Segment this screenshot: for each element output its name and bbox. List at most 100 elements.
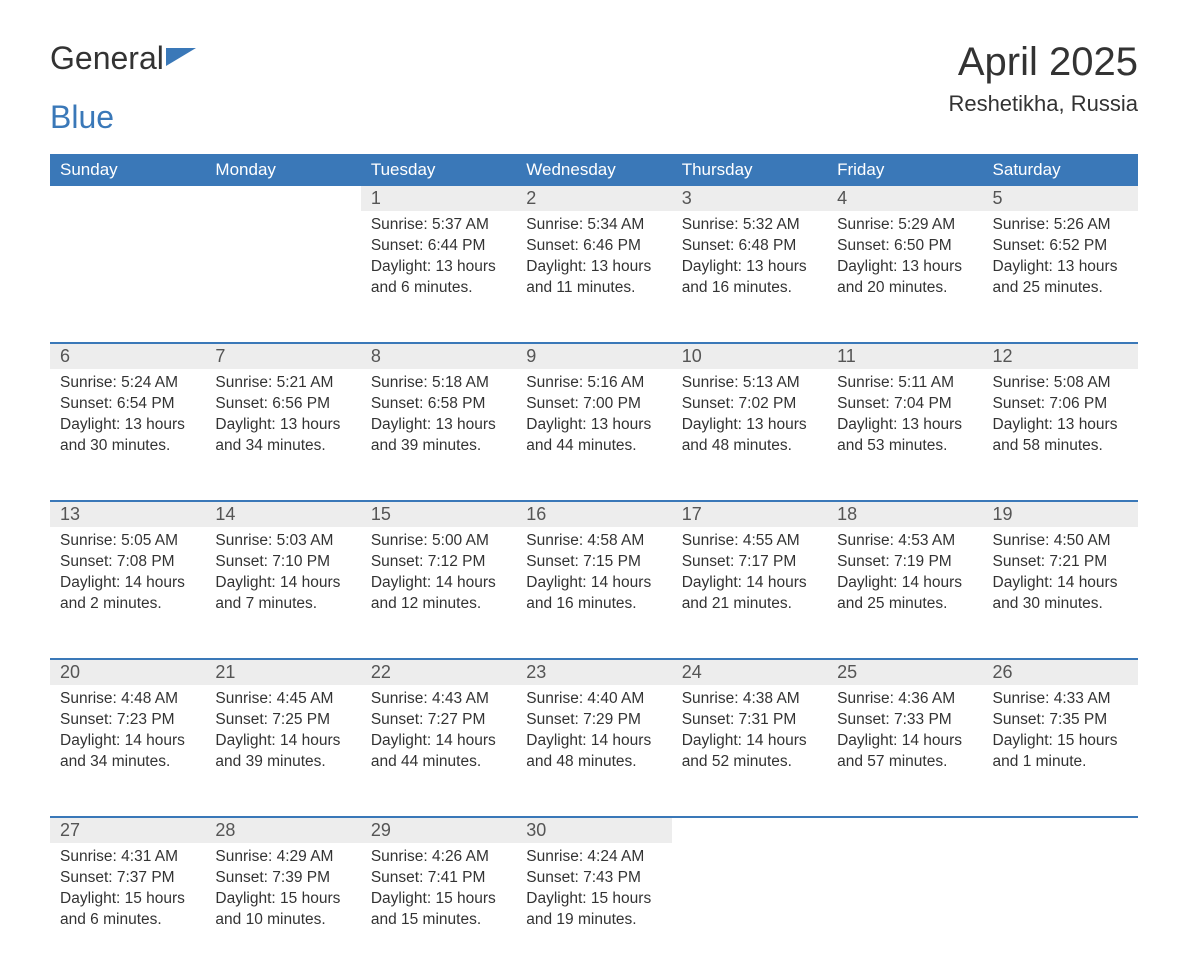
sunset-line: Sunset: 6:52 PM (993, 236, 1128, 257)
daylight-line: Daylight: 13 hours and 16 minutes. (682, 257, 817, 299)
day-content-cell: Sunrise: 5:18 AMSunset: 6:58 PMDaylight:… (361, 369, 516, 501)
day-content-cell (50, 211, 205, 343)
sunrise-line: Sunrise: 4:43 AM (371, 689, 506, 710)
daylight-line: Daylight: 14 hours and 25 minutes. (837, 573, 972, 615)
daylight-line: Daylight: 13 hours and 30 minutes. (60, 415, 195, 457)
daylight-line: Daylight: 13 hours and 44 minutes. (526, 415, 661, 457)
sunset-line: Sunset: 7:31 PM (682, 710, 817, 731)
day-number-cell: 23 (516, 659, 671, 685)
brand-logo: General (50, 40, 196, 77)
day-number-cell: 29 (361, 817, 516, 843)
day-number-cell: 6 (50, 343, 205, 369)
location-label: Reshetikha, Russia (948, 91, 1138, 117)
daylight-line: Daylight: 14 hours and 30 minutes. (993, 573, 1128, 615)
day-number-cell: 9 (516, 343, 671, 369)
day-number-cell (672, 817, 827, 843)
daylight-line: Daylight: 15 hours and 1 minute. (993, 731, 1128, 773)
sunrise-line: Sunrise: 5:05 AM (60, 531, 195, 552)
day-number-cell: 30 (516, 817, 671, 843)
day-number-cell: 2 (516, 186, 671, 211)
day-number-cell: 16 (516, 501, 671, 527)
daylight-line: Daylight: 14 hours and 21 minutes. (682, 573, 817, 615)
sunset-line: Sunset: 7:08 PM (60, 552, 195, 573)
daylight-line: Daylight: 14 hours and 44 minutes. (371, 731, 506, 773)
sunset-line: Sunset: 7:06 PM (993, 394, 1128, 415)
sunrise-line: Sunrise: 4:45 AM (215, 689, 350, 710)
daylight-line: Daylight: 13 hours and 34 minutes. (215, 415, 350, 457)
daylight-line: Daylight: 15 hours and 15 minutes. (371, 889, 506, 931)
day-content-cell: Sunrise: 5:11 AMSunset: 7:04 PMDaylight:… (827, 369, 982, 501)
sunrise-line: Sunrise: 4:58 AM (526, 531, 661, 552)
calendar-head: SundayMondayTuesdayWednesdayThursdayFrid… (50, 154, 1138, 186)
sunset-line: Sunset: 7:33 PM (837, 710, 972, 731)
daylight-line: Daylight: 14 hours and 48 minutes. (526, 731, 661, 773)
sunrise-line: Sunrise: 5:16 AM (526, 373, 661, 394)
sunset-line: Sunset: 6:54 PM (60, 394, 195, 415)
sunset-line: Sunset: 7:43 PM (526, 868, 661, 889)
day-content-cell: Sunrise: 4:58 AMSunset: 7:15 PMDaylight:… (516, 527, 671, 659)
day-number-cell: 11 (827, 343, 982, 369)
sunrise-line: Sunrise: 5:18 AM (371, 373, 506, 394)
day-number-cell: 22 (361, 659, 516, 685)
day-number-cell: 5 (983, 186, 1138, 211)
sunset-line: Sunset: 7:00 PM (526, 394, 661, 415)
sunset-line: Sunset: 7:10 PM (215, 552, 350, 573)
day-number-cell (50, 186, 205, 211)
sunrise-line: Sunrise: 5:08 AM (993, 373, 1128, 394)
day-header: Sunday (50, 154, 205, 186)
sunrise-line: Sunrise: 4:40 AM (526, 689, 661, 710)
day-content-cell: Sunrise: 5:26 AMSunset: 6:52 PMDaylight:… (983, 211, 1138, 343)
sunset-line: Sunset: 6:48 PM (682, 236, 817, 257)
sunset-line: Sunset: 6:50 PM (837, 236, 972, 257)
day-number-cell: 15 (361, 501, 516, 527)
day-header: Wednesday (516, 154, 671, 186)
day-header: Saturday (983, 154, 1138, 186)
daylight-line: Daylight: 14 hours and 7 minutes. (215, 573, 350, 615)
daylight-line: Daylight: 14 hours and 52 minutes. (682, 731, 817, 773)
sunrise-line: Sunrise: 4:48 AM (60, 689, 195, 710)
title-block: April 2025 Reshetikha, Russia (948, 40, 1138, 117)
day-number-cell: 28 (205, 817, 360, 843)
day-header: Tuesday (361, 154, 516, 186)
day-number-cell: 13 (50, 501, 205, 527)
day-content-cell: Sunrise: 4:55 AMSunset: 7:17 PMDaylight:… (672, 527, 827, 659)
day-number-cell (205, 186, 360, 211)
daylight-line: Daylight: 13 hours and 53 minutes. (837, 415, 972, 457)
sunrise-line: Sunrise: 5:24 AM (60, 373, 195, 394)
daylight-line: Daylight: 13 hours and 39 minutes. (371, 415, 506, 457)
day-number-cell: 4 (827, 186, 982, 211)
day-content-cell: Sunrise: 4:53 AMSunset: 7:19 PMDaylight:… (827, 527, 982, 659)
day-number-cell: 1 (361, 186, 516, 211)
day-number-cell: 20 (50, 659, 205, 685)
day-number-cell: 3 (672, 186, 827, 211)
day-number-cell: 21 (205, 659, 360, 685)
daylight-line: Daylight: 14 hours and 2 minutes. (60, 573, 195, 615)
day-number-cell: 14 (205, 501, 360, 527)
sunrise-line: Sunrise: 5:37 AM (371, 215, 506, 236)
daylight-line: Daylight: 13 hours and 58 minutes. (993, 415, 1128, 457)
daylight-line: Daylight: 14 hours and 57 minutes. (837, 731, 972, 773)
sunset-line: Sunset: 6:46 PM (526, 236, 661, 257)
sunset-line: Sunset: 7:02 PM (682, 394, 817, 415)
day-content-cell: Sunrise: 4:31 AMSunset: 7:37 PMDaylight:… (50, 843, 205, 975)
day-content-cell: Sunrise: 5:32 AMSunset: 6:48 PMDaylight:… (672, 211, 827, 343)
sunset-line: Sunset: 7:37 PM (60, 868, 195, 889)
logo-flag-icon (166, 48, 196, 66)
sunrise-line: Sunrise: 4:36 AM (837, 689, 972, 710)
logo-text-blue: Blue (50, 99, 114, 135)
sunrise-line: Sunrise: 5:00 AM (371, 531, 506, 552)
daylight-line: Daylight: 15 hours and 6 minutes. (60, 889, 195, 931)
day-header: Thursday (672, 154, 827, 186)
day-content-cell: Sunrise: 5:29 AMSunset: 6:50 PMDaylight:… (827, 211, 982, 343)
day-number-cell: 19 (983, 501, 1138, 527)
day-content-cell: Sunrise: 4:33 AMSunset: 7:35 PMDaylight:… (983, 685, 1138, 817)
sunset-line: Sunset: 6:58 PM (371, 394, 506, 415)
calendar-table: SundayMondayTuesdayWednesdayThursdayFrid… (50, 154, 1138, 975)
daylight-line: Daylight: 14 hours and 12 minutes. (371, 573, 506, 615)
day-number-cell: 26 (983, 659, 1138, 685)
day-content-cell: Sunrise: 5:03 AMSunset: 7:10 PMDaylight:… (205, 527, 360, 659)
day-number-cell: 12 (983, 343, 1138, 369)
day-number-cell: 25 (827, 659, 982, 685)
day-number-cell: 18 (827, 501, 982, 527)
calendar-body: 12345Sunrise: 5:37 AMSunset: 6:44 PMDayl… (50, 186, 1138, 975)
